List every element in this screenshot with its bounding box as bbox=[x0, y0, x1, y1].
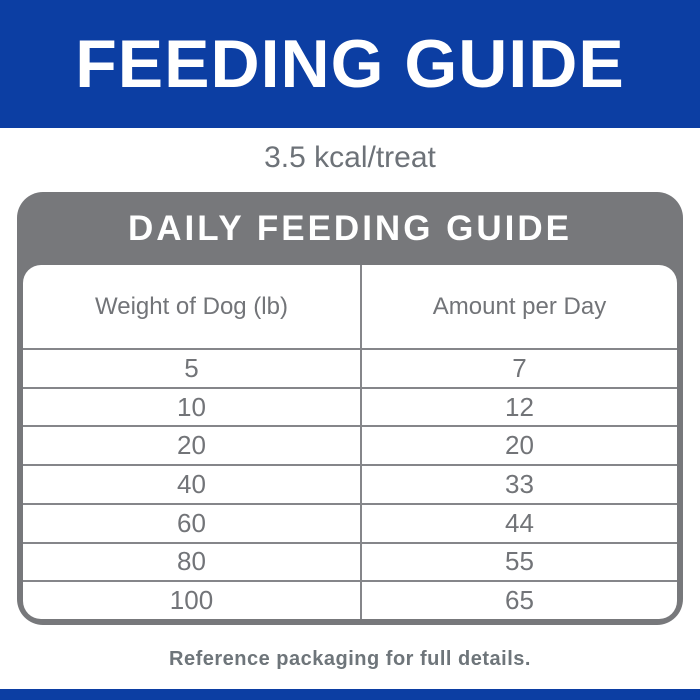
weight-cell: 20 bbox=[23, 427, 362, 465]
table-header-row: Weight of Dog (lb) Amount per Day bbox=[23, 265, 677, 350]
weight-cell: 100 bbox=[23, 582, 362, 619]
table-row: 10 12 bbox=[23, 388, 677, 428]
banner: FEEDING GUIDE bbox=[0, 0, 700, 128]
column-header-weight: Weight of Dog (lb) bbox=[23, 265, 362, 348]
amount-cell: 65 bbox=[505, 585, 534, 616]
weight-cell: 80 bbox=[23, 543, 362, 581]
daily-feeding-guide-card: DAILY FEEDING GUIDE Weight of Dog (lb) A… bbox=[17, 192, 683, 625]
column-header-amount: Amount per Day bbox=[432, 292, 607, 320]
amount-cell: 33 bbox=[505, 469, 534, 500]
amount-cell: 12 bbox=[505, 391, 534, 422]
page-title: FEEDING GUIDE bbox=[75, 26, 625, 102]
table-row: 20 20 bbox=[23, 427, 677, 467]
weight-cell: 10 bbox=[23, 388, 362, 426]
table-body: 5 7 10 12 20 20 40 33 60 44 80 55 100 65 bbox=[23, 350, 677, 619]
weight-cell: 40 bbox=[23, 466, 362, 503]
amount-cell: 44 bbox=[505, 507, 534, 538]
amount-cell: 20 bbox=[505, 430, 534, 461]
kcal-per-treat-label: 3.5 kcal/treat bbox=[264, 141, 436, 174]
table-title: DAILY FEEDING GUIDE bbox=[127, 208, 573, 248]
weight-cell: 60 bbox=[23, 504, 362, 542]
table-row: 100 65 bbox=[23, 582, 677, 619]
feeding-table: Weight of Dog (lb) Amount per Day 5 7 10 12… bbox=[23, 265, 677, 619]
bottom-blue-strip bbox=[0, 689, 700, 700]
amount-cell: 7 bbox=[512, 352, 527, 383]
table-row: 80 55 bbox=[23, 543, 677, 583]
amount-cell: 55 bbox=[505, 546, 534, 577]
table-row: 40 33 bbox=[23, 466, 677, 505]
table-row: 60 44 bbox=[23, 504, 677, 544]
footer-note: Reference packaging for full details. bbox=[169, 648, 531, 670]
weight-cell: 5 bbox=[23, 350, 362, 387]
